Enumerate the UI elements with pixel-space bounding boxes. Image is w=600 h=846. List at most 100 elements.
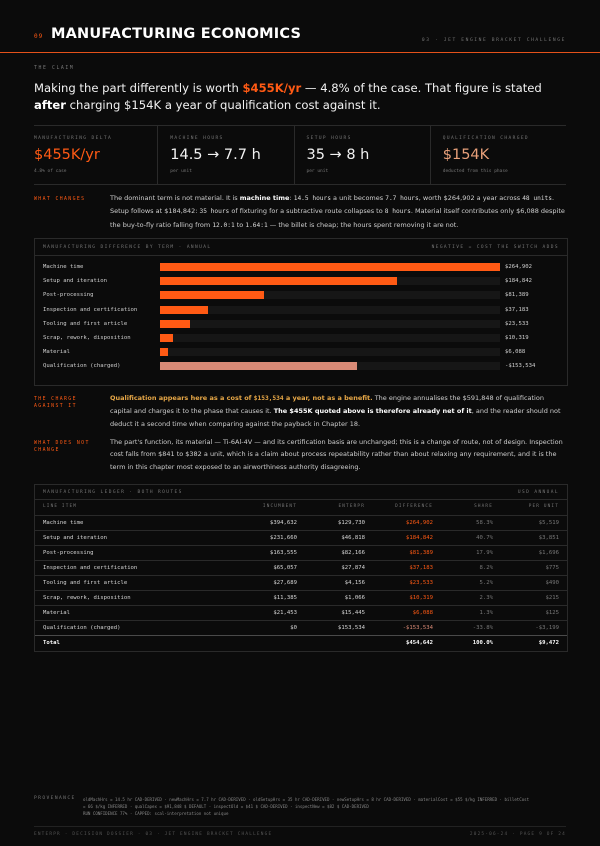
- difference-bar-chart: MANUFACTURING DIFFERENCE BY TERM · ANNUA…: [34, 238, 568, 386]
- ledger-unit: USD ANNUAL: [517, 490, 559, 495]
- bar-category-label: Machine time: [43, 264, 84, 270]
- bar-row: Scrap, rework, disposition $10,319: [35, 334, 567, 344]
- bar-row: Post-processing $81,389: [35, 291, 567, 301]
- ledger-header-row: LINE ITEM INCUMBENT ENTERPR DIFFERENCE SHARE…: [35, 499, 567, 515]
- bar-value-label: $37,183: [505, 306, 529, 313]
- table-cell: $10,319: [409, 595, 433, 601]
- table-row: Scrap, rework, disposition $11,385 $1,066 $…: [35, 590, 567, 606]
- table-row: Post-processing $163,555 $82,166 $81,389 17.…: [35, 545, 567, 561]
- table-cell: $15,445: [341, 610, 365, 616]
- stat-label: MANUFACTURING DELTA: [34, 136, 113, 141]
- table-cell: Qualification (charged): [43, 625, 121, 631]
- table-cell: $0: [290, 625, 297, 631]
- bar-track: [160, 291, 500, 300]
- table-cell: Scrap, rework, disposition: [43, 595, 131, 601]
- bar-category-label: Inspection and certification: [43, 306, 138, 313]
- what-does-not-change-text: The part's function, its material — Ti-6…: [110, 438, 563, 471]
- bar-category-label: Tooling and first article: [43, 320, 128, 327]
- footer-divider: [34, 826, 566, 827]
- bar-value-label: $184,842: [505, 278, 532, 285]
- bar-track: [160, 362, 500, 371]
- what-changes-text: The dominant term is not material. It is…: [110, 194, 565, 229]
- table-cell: Post-processing: [43, 550, 94, 556]
- page-title: MANUFACTURING ECONOMICS: [51, 26, 302, 42]
- claim-pre: Making the part differently is worth: [34, 81, 243, 95]
- claim-post: charging $154K a year of qualification c…: [66, 98, 381, 112]
- table-cell: $23,533: [409, 580, 433, 586]
- bar: [160, 348, 168, 357]
- footer-right: 2025-06-24 · PAGE 9 OF 24: [469, 832, 566, 837]
- table-cell: Tooling and first article: [43, 580, 128, 586]
- bar: [160, 305, 208, 314]
- table-cell: Setup and iteration: [43, 535, 107, 541]
- claim-value: $455K/yr: [242, 81, 302, 95]
- bar: [160, 291, 265, 300]
- table-cell: $775: [545, 565, 559, 571]
- table-cell: $394,632: [270, 520, 297, 526]
- bar-row: Inspection and certification $37,183: [35, 305, 567, 316]
- stat-label: MACHINE HOURS: [170, 136, 224, 141]
- table-cell: $215: [545, 595, 559, 601]
- stat-setup-hours: SETUP HOURS 35 → 8 h per unit: [295, 126, 431, 184]
- claim-text: Making the part differently is worth $45…: [34, 80, 554, 114]
- table-cell: $21,453: [273, 610, 297, 616]
- bar-value-label: $10,319: [505, 335, 529, 341]
- stat-value: 14.5 → 7.7 h: [170, 147, 261, 163]
- ledger-title: MANUFACTURING LEDGER · BOTH ROUTES: [43, 490, 183, 495]
- bar-track: [160, 348, 500, 357]
- claim-label: THE CLAIM: [34, 66, 75, 71]
- table-cell: $231,660: [270, 535, 297, 541]
- stat-strip: MANUFACTURING DELTA $455K/yr 4.8% of cas…: [34, 125, 566, 185]
- table-cell: $125: [545, 610, 559, 616]
- bar-category-label: Material: [43, 349, 70, 356]
- manufacturing-ledger: MANUFACTURING LEDGER · BOTH ROUTES USD A…: [34, 484, 568, 652]
- bar: [160, 362, 358, 371]
- table-cell: $3,851: [538, 535, 559, 541]
- stat-sub: per unit: [170, 169, 192, 174]
- charge-against-text: Qualification appears here as a cost of …: [110, 394, 561, 428]
- column-header: INCUMBENT: [262, 504, 297, 509]
- bar-row: Qualification (charged) -$153,534: [35, 362, 567, 372]
- bar-track: [160, 319, 500, 328]
- bar-track: [160, 263, 500, 271]
- table-cell: 58.3%: [476, 520, 493, 526]
- table-cell: $153,534: [338, 625, 365, 631]
- total-cell: $454,642: [406, 640, 433, 646]
- table-cell: 8.2%: [479, 565, 493, 571]
- bar-category-label: Scrap, rework, disposition: [43, 335, 131, 341]
- table-cell: $11,385: [273, 595, 297, 601]
- stat-value: $154K: [442, 147, 490, 163]
- stat-sub: per unit: [306, 169, 329, 174]
- bar-value-label: $264,902: [505, 264, 532, 270]
- table-cell: 5.2%: [479, 580, 493, 586]
- what-changes-label: WHAT CHANGES: [34, 197, 86, 202]
- table-cell: $4,156: [344, 580, 365, 586]
- table-row: Setup and iteration $231,660 $46,818 $184,8…: [35, 530, 567, 546]
- column-header: ENTERPR: [338, 504, 365, 509]
- claim-mid: — 4.8% of the case. That figure is state…: [301, 81, 542, 95]
- table-cell: $82,166: [341, 550, 365, 556]
- table-cell: $6,088: [412, 610, 433, 616]
- stat-machine-hours: MACHINE HOURS 14.5 → 7.7 h per unit: [158, 126, 295, 184]
- provenance-label: PROVENANCE: [34, 796, 76, 801]
- header-context: 03 · JET ENGINE BRACKET CHALLENGE: [421, 38, 566, 43]
- chart-subtitle: NEGATIVE = COST THE SWITCH ADDS: [431, 245, 559, 250]
- table-cell: $46,818: [341, 535, 365, 541]
- table-row: Qualification (charged) $0 $153,534 -$153,5…: [35, 620, 567, 636]
- bar-category-label: Qualification (charged): [43, 363, 121, 370]
- column-header: PER UNIT: [528, 504, 559, 509]
- table-cell: Material: [43, 610, 70, 616]
- bar-row: Machine time $264,902: [35, 263, 567, 273]
- bar-category-label: Post-processing: [43, 292, 94, 299]
- table-cell: $163,555: [270, 550, 297, 556]
- table-cell: $5,519: [538, 520, 559, 526]
- bar-category-label: Setup and iteration: [43, 278, 107, 285]
- stat-value: 35 → 8 h: [306, 147, 370, 163]
- chart-divider: [35, 255, 567, 256]
- provenance-line: = 66 $/kg INFERRED · qualCapex = $91,848…: [83, 804, 369, 809]
- total-cell: Total: [43, 640, 60, 646]
- bar: [160, 334, 174, 342]
- table-cell: $27,689: [273, 580, 297, 586]
- charge-against-label: THE CHARGE AGAINST IT: [34, 397, 77, 409]
- table-cell: $81,389: [409, 550, 433, 556]
